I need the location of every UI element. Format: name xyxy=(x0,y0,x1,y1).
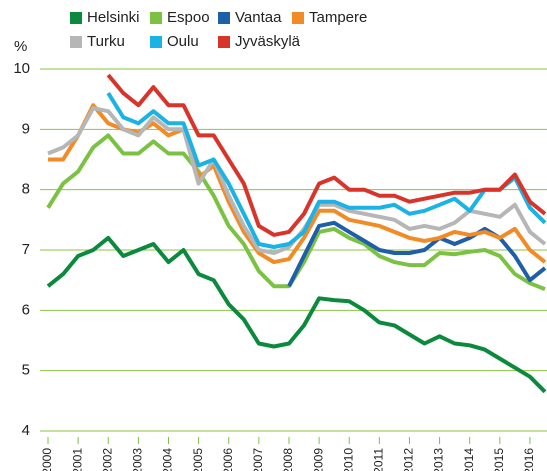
legend-swatch xyxy=(218,36,230,48)
legend-label: Helsinki xyxy=(87,9,140,26)
x-tick-label: 2009 xyxy=(311,448,325,471)
legend-label: Vantaa xyxy=(235,9,282,26)
legend-swatch xyxy=(150,36,162,48)
legend-swatch xyxy=(70,36,82,48)
legend-label: Jyväskylä xyxy=(235,33,301,50)
y-tick-label: 7 xyxy=(22,241,30,258)
x-tick-label: 2001 xyxy=(70,448,84,471)
x-tick-label: 2003 xyxy=(131,448,145,471)
x-tick-label: 2000 xyxy=(40,448,54,471)
legend-swatch xyxy=(150,12,162,24)
x-tick-label: 2002 xyxy=(100,448,114,471)
series-line xyxy=(106,73,547,237)
y-tick-label: 8 xyxy=(22,181,30,198)
y-tick-label: 9 xyxy=(22,120,30,137)
series-line xyxy=(106,92,547,249)
y-tick-label: 6 xyxy=(22,301,30,318)
x-tick-label: 2015 xyxy=(492,448,506,471)
legend-swatch xyxy=(218,12,230,24)
x-tick-label: 2007 xyxy=(251,448,265,471)
x-tick-label: 2016 xyxy=(522,448,536,471)
x-tick-label: 2014 xyxy=(462,448,476,471)
x-tick-label: 2008 xyxy=(281,448,295,471)
x-tick-label: 2011 xyxy=(372,448,386,471)
x-tick-label: 2012 xyxy=(402,448,416,471)
y-tick-label: 5 xyxy=(22,362,30,379)
x-tick-label: 2005 xyxy=(191,448,205,471)
y-tick-label: 10 xyxy=(13,60,30,77)
y-tick-label: 4 xyxy=(22,422,30,439)
legend-label: Tampere xyxy=(309,9,367,26)
series-line xyxy=(46,235,547,394)
legend-label: Turku xyxy=(87,33,125,50)
legend-label: Espoo xyxy=(167,9,210,26)
series-line xyxy=(287,220,547,288)
legend-label: Oulu xyxy=(167,33,199,50)
series-line xyxy=(47,106,547,255)
x-tick-label: 2004 xyxy=(161,448,175,471)
y-axis-label: % xyxy=(14,38,27,55)
x-tick-label: 2010 xyxy=(341,448,355,471)
legend-swatch xyxy=(292,12,304,24)
x-tick-label: 2013 xyxy=(432,448,446,471)
x-tick-label: 2006 xyxy=(221,448,235,471)
legend-swatch xyxy=(70,12,82,24)
